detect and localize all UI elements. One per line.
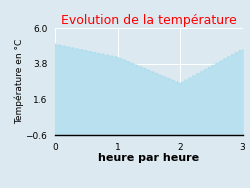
Y-axis label: Température en °C: Température en °C — [14, 39, 24, 124]
Title: Evolution de la température: Evolution de la température — [61, 14, 236, 27]
X-axis label: heure par heure: heure par heure — [98, 153, 199, 163]
